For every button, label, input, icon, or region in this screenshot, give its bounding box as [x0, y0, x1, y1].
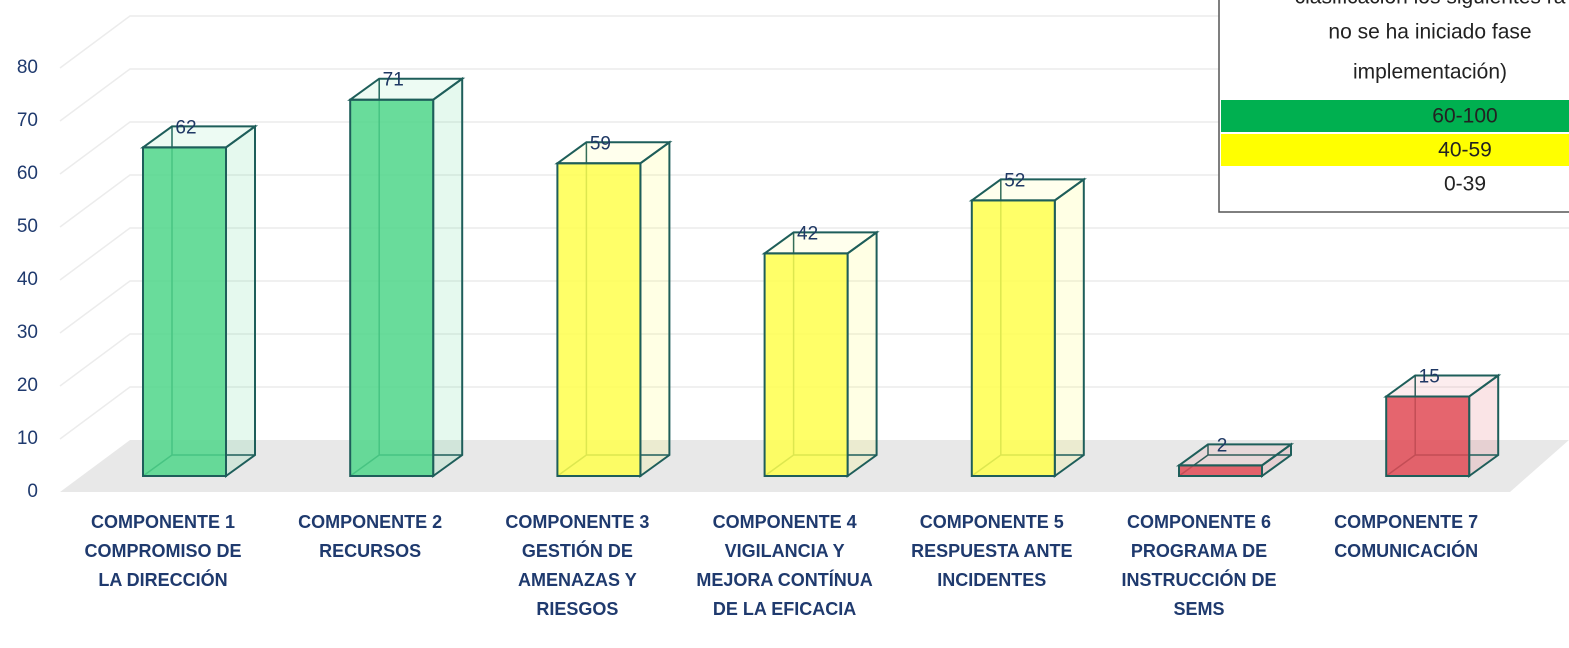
- bar-face: [554, 141, 673, 165]
- y-tick-label: 40: [17, 269, 38, 290]
- x-tick-label: COMPONENTE 3 GESTIÓN DE AMENAZAS Y RIESG…: [505, 512, 650, 619]
- grid-line: [59, 280, 1569, 334]
- x-tick-label: COMPONENTE 2 RECURSOS: [298, 512, 443, 561]
- grid-line: [59, 121, 1569, 175]
- legend-text: implementación): [1353, 61, 1507, 84]
- bar: [554, 140, 673, 478]
- y-tick-label: 10: [17, 428, 38, 449]
- value-label: 62: [175, 117, 196, 138]
- grid-line: [59, 15, 1569, 69]
- value-label: 59: [590, 133, 611, 154]
- bar-face: [225, 124, 256, 478]
- bar-face: [142, 146, 227, 477]
- bar-face: [139, 125, 259, 149]
- legend-swatch: [1221, 134, 1569, 166]
- y-tick-label: 50: [17, 216, 38, 237]
- bar-face: [1385, 395, 1471, 477]
- bar-face: [349, 98, 435, 477]
- bar-face: [1053, 177, 1085, 478]
- y-tick-label: 30: [17, 322, 38, 343]
- x-tick-label: COMPONENTE 6 PROGRAMA DE INSTRUCCIÓN DE …: [1121, 512, 1277, 619]
- bar: [1383, 373, 1502, 478]
- value-label: 42: [797, 223, 818, 244]
- legend-text: clasificación los siguientes ra: [1295, 0, 1566, 9]
- grid-line: [59, 333, 1569, 387]
- bar-face: [761, 231, 880, 255]
- bar: [347, 76, 466, 478]
- legend-swatch: [1221, 100, 1569, 132]
- legend-label: 40-59: [1438, 139, 1492, 162]
- bar-face: [1178, 464, 1263, 477]
- bar-face: [1175, 443, 1295, 467]
- y-tick-label: 70: [17, 110, 38, 131]
- legend-text: no se ha iniciado fase: [1328, 21, 1531, 44]
- legend-label: 0-39: [1444, 173, 1486, 196]
- bar-face: [639, 140, 671, 478]
- bar: [1175, 442, 1295, 478]
- value-label: 2: [1217, 435, 1228, 456]
- y-tick-label: 80: [17, 57, 38, 78]
- bar-face: [347, 77, 466, 101]
- grid-line: [59, 386, 1569, 440]
- legend-label: 60-100: [1432, 105, 1497, 128]
- grid-line: [59, 68, 1569, 122]
- bar-face: [763, 252, 849, 477]
- bar: [139, 124, 259, 478]
- x-tick-label: COMPONENTE 7 COMUNICACIÓN: [1334, 512, 1479, 561]
- value-label: 52: [1004, 170, 1025, 191]
- x-tick-label: COMPONENTE 5 RESPUESTA ANTE INCIDENTES: [911, 512, 1073, 590]
- y-tick-label: 0: [27, 481, 38, 502]
- value-label: 71: [383, 70, 404, 91]
- value-label: 15: [1419, 367, 1440, 388]
- bar: [968, 177, 1087, 478]
- bar-face: [846, 230, 878, 478]
- bar-face: [970, 199, 1056, 477]
- bar-face: [432, 76, 464, 478]
- grid-line: [59, 174, 1569, 228]
- y-tick-label: 60: [17, 163, 38, 184]
- y-tick-label: 20: [17, 375, 38, 396]
- bar-face: [1383, 374, 1502, 398]
- bar: [761, 230, 880, 478]
- bar-face: [556, 162, 642, 478]
- x-tick-label: COMPONENTE 1 COMPROMISO DE LA DIRECCIÓN: [84, 512, 242, 590]
- grid-line: [59, 227, 1569, 281]
- x-tick-label: COMPONENTE 4 VIGILANCIA Y MEJORA CONTÍNU…: [696, 512, 873, 619]
- bar-face: [968, 178, 1087, 202]
